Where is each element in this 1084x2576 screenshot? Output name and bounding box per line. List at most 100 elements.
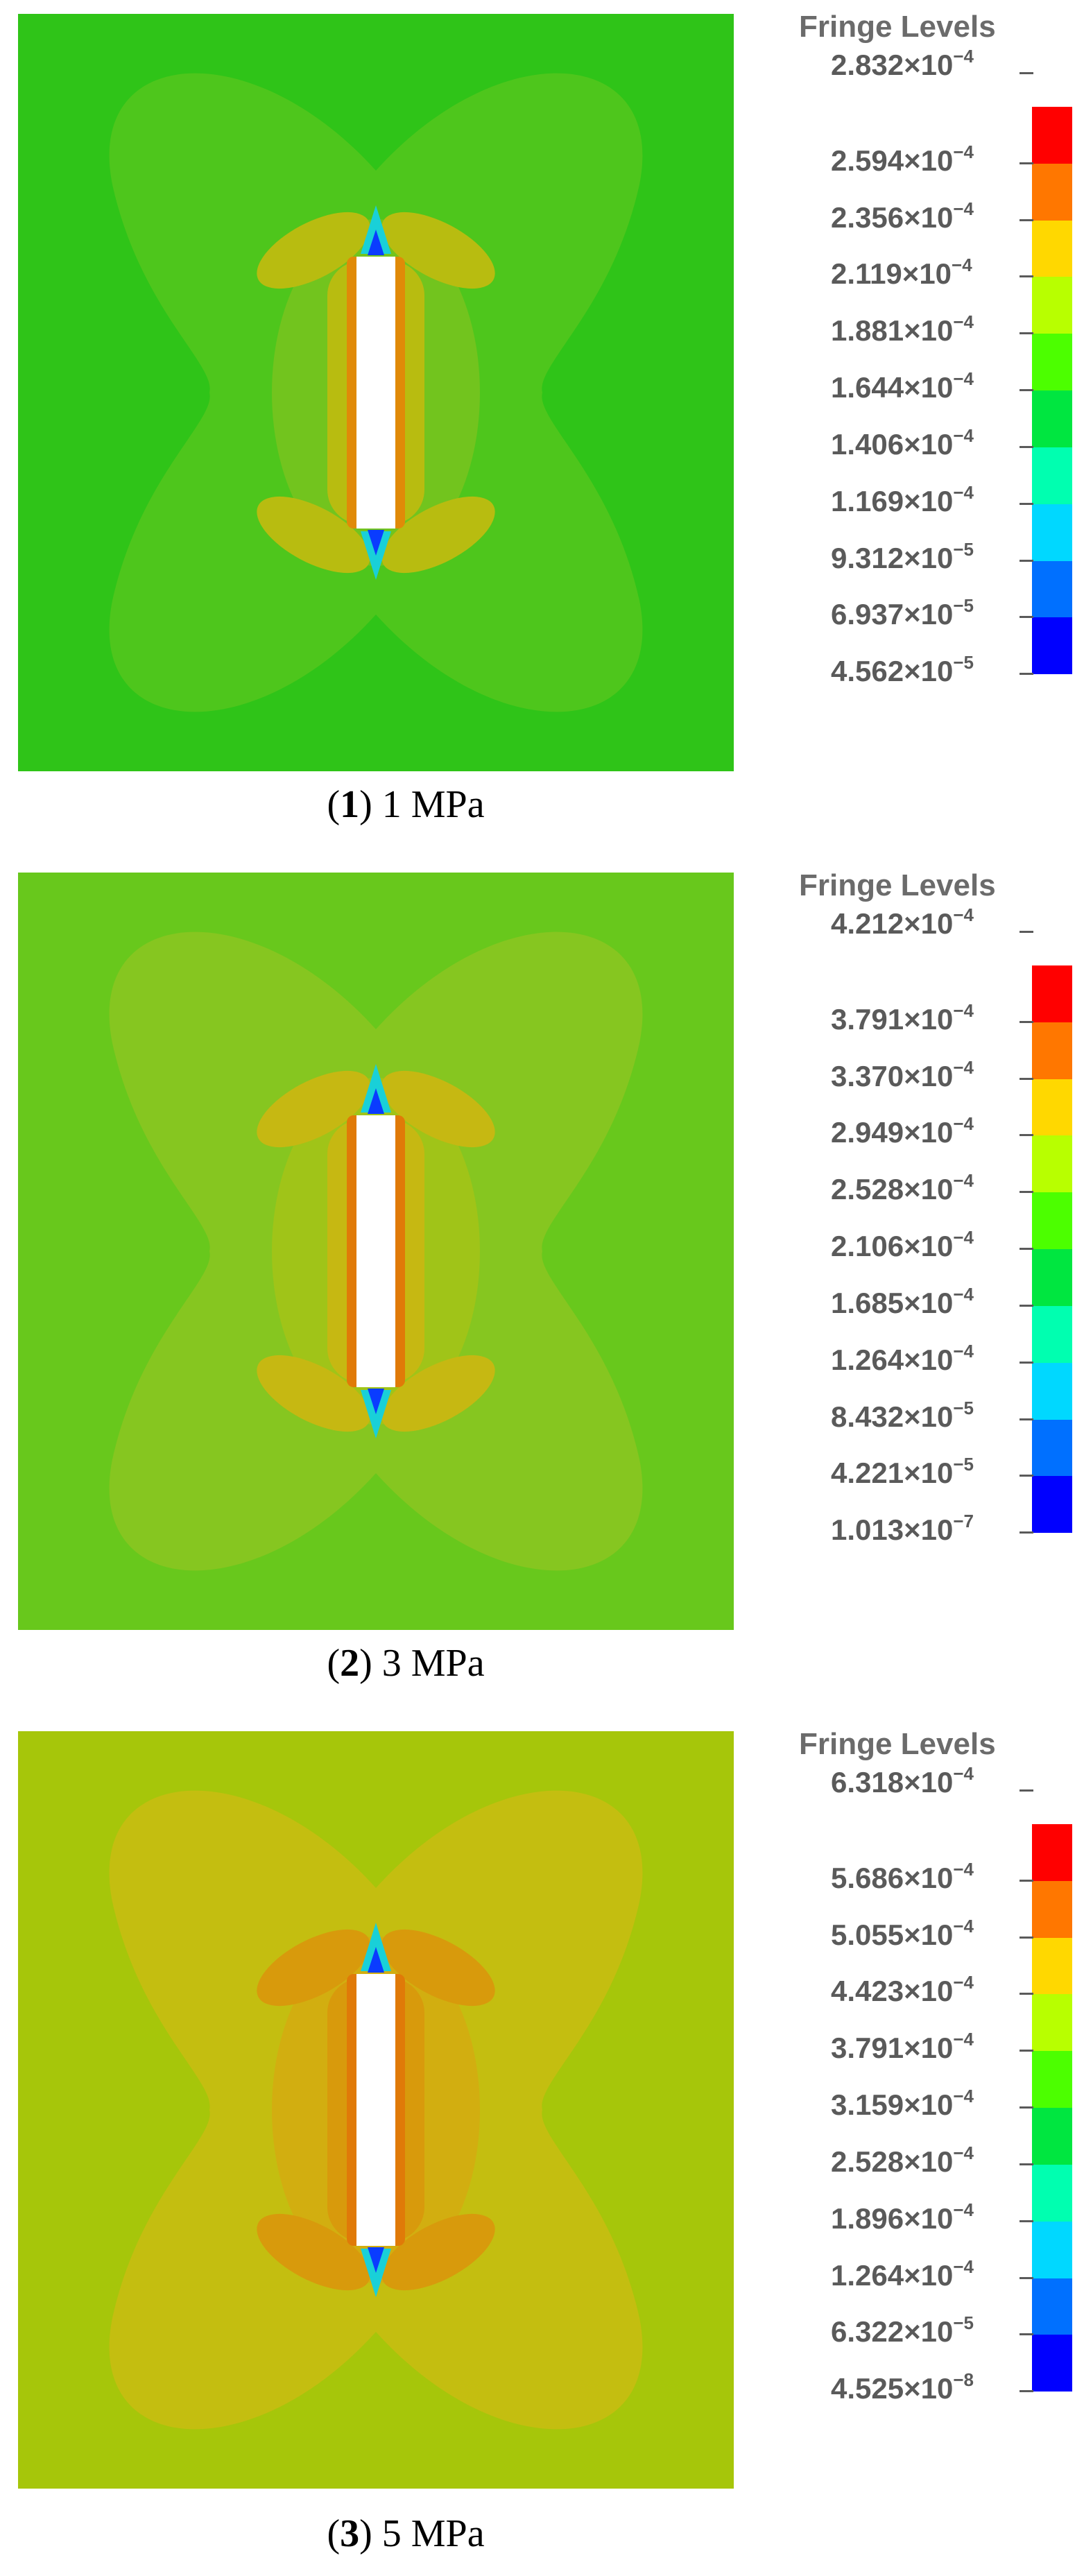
color-swatch <box>1032 1135 1072 1193</box>
tip-blue <box>368 1088 384 1114</box>
color-swatch <box>1032 1937 1072 1995</box>
tip-blue <box>368 530 384 556</box>
fringe-level-label: 3.791×10−4 <box>831 2029 974 2065</box>
color-bar <box>1032 1824 1072 2448</box>
fringe-tick <box>1020 1191 1033 1194</box>
tip-petal <box>381 496 495 574</box>
fringe-tick <box>1020 218 1033 221</box>
tip-petal <box>381 1070 495 1148</box>
fringe-tick <box>1020 332 1033 335</box>
fringe-tick <box>1020 1879 1033 1882</box>
color-swatch <box>1032 163 1072 221</box>
fringe-tick <box>1020 1134 1033 1137</box>
fringe-level-label: 6.937×10−5 <box>831 595 974 631</box>
fringe-level-label: 2.594×10−4 <box>831 141 974 177</box>
color-bar <box>1032 965 1072 1590</box>
fringe-tick <box>1020 1936 1033 1939</box>
fringe-level-label: 1.406×10−4 <box>831 424 974 461</box>
fringe-tick <box>1020 1418 1033 1420</box>
panel-caption: (1) 1 MPa <box>327 783 485 826</box>
color-swatch <box>1032 277 1072 334</box>
fringe-level-label: 4.562×10−5 <box>831 652 974 688</box>
fringe-tick <box>1020 502 1033 505</box>
fringe-level-label: 4.212×10−4 <box>831 904 974 940</box>
color-swatch <box>1032 1249 1072 1306</box>
strain-field <box>18 873 734 1630</box>
fringe-tick <box>1020 1361 1033 1364</box>
tip-blue <box>368 230 384 255</box>
fringe-tick <box>1020 72 1033 74</box>
fringe-tick <box>1020 2106 1033 2109</box>
contour-plot <box>18 1731 734 2489</box>
color-swatch <box>1032 447 1072 504</box>
contour-plot <box>18 873 734 1630</box>
fringe-level-label: 2.528×10−4 <box>831 1170 974 1206</box>
fringe-tick <box>1020 673 1033 676</box>
fringe-tick <box>1020 275 1033 278</box>
tip-petal <box>381 1355 495 1432</box>
fringe-level-label: 3.159×10−4 <box>831 2086 974 2122</box>
fringe-level-label: 1.264×10−4 <box>831 1340 974 1376</box>
color-swatch <box>1032 1824 1072 1881</box>
caption-text: 1 MPa <box>372 783 485 826</box>
color-swatch <box>1032 617 1072 675</box>
tip-petal <box>257 1070 370 1148</box>
fringe-level-label: 2.832×10−4 <box>831 46 974 81</box>
tip-petal <box>257 496 370 574</box>
contour-plot <box>18 14 734 771</box>
color-swatch <box>1032 2164 1072 2222</box>
color-swatch <box>1032 1022 1072 1079</box>
color-swatch <box>1032 1305 1072 1363</box>
fringe-tick <box>1020 2163 1033 2165</box>
color-swatch <box>1032 1079 1072 1136</box>
fringe-level-label: 1.896×10−4 <box>831 2199 974 2235</box>
crack-slot <box>356 257 395 529</box>
fringe-level-label: 1.644×10−4 <box>831 368 974 404</box>
fringe-level-label: 2.528×10−4 <box>831 2142 974 2178</box>
tip-blue <box>368 2247 384 2273</box>
fringe-tick <box>1020 1531 1033 1534</box>
caption-text: 3 MPa <box>372 1642 485 1685</box>
color-swatch <box>1032 1419 1072 1477</box>
tip-petal <box>381 2213 495 2291</box>
color-swatch <box>1032 965 1072 1022</box>
color-swatch <box>1032 1994 1072 2052</box>
fringe-tick <box>1020 389 1033 392</box>
color-bar <box>1032 107 1072 731</box>
color-swatch <box>1032 2335 1072 2392</box>
fringe-level-label: 1.264×10−4 <box>831 2256 974 2292</box>
fringe-level-label: 1.881×10−4 <box>831 311 974 347</box>
tip-petal <box>257 1355 370 1432</box>
fringe-tick <box>1020 2333 1033 2336</box>
fringe-tick <box>1020 559 1033 562</box>
fringe-tick <box>1020 1020 1033 1023</box>
fringe-legend: Fringe Levels 4.212×10−4 3.791×10−4 3.370×… <box>796 868 1084 1638</box>
fringe-tick <box>1020 1248 1033 1251</box>
color-swatch <box>1032 1880 1072 1938</box>
legend-title: Fringe Levels <box>799 1727 996 1761</box>
color-swatch <box>1032 1362 1072 1420</box>
fringe-level-label: 9.312×10−5 <box>831 538 974 574</box>
fringe-tick <box>1020 162 1033 164</box>
fringe-legend: Fringe Levels 2.832×10−4 2.594×10−4 2.356×… <box>796 10 1084 780</box>
fringe-level-label: 3.791×10−4 <box>831 999 974 1036</box>
color-swatch <box>1032 2221 1072 2278</box>
tip-petal <box>257 2213 370 2291</box>
fringe-level-label: 6.318×10−4 <box>831 1763 974 1798</box>
fringe-tick <box>1020 1304 1033 1307</box>
fringe-tick <box>1020 2276 1033 2279</box>
fringe-tick <box>1020 931 1033 933</box>
tip-petal <box>381 212 495 289</box>
tip-petal <box>257 1929 370 2007</box>
fringe-level-label: 1.169×10−4 <box>831 481 974 517</box>
fringe-tick <box>1020 2219 1033 2222</box>
fringe-level-label: 2.106×10−4 <box>831 1227 974 1263</box>
tip-petal <box>257 212 370 289</box>
legend-title: Fringe Levels <box>799 10 996 44</box>
color-swatch <box>1032 2108 1072 2165</box>
fringe-tick <box>1020 616 1033 619</box>
fringe-level-label: 2.949×10−4 <box>831 1113 974 1149</box>
fringe-tick <box>1020 445 1033 448</box>
strain-field <box>18 1731 734 2489</box>
color-swatch <box>1032 334 1072 391</box>
